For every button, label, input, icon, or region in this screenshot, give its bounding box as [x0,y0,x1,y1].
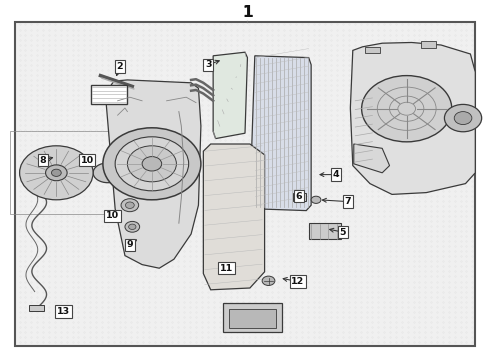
Text: 13: 13 [57,307,70,316]
Text: 6: 6 [295,192,302,201]
Polygon shape [203,144,265,290]
Circle shape [127,146,176,182]
Text: 1: 1 [242,5,253,20]
Circle shape [311,196,321,203]
Polygon shape [250,56,311,211]
Text: 1: 1 [242,5,253,20]
Circle shape [46,165,67,181]
Text: 9: 9 [126,240,133,249]
Bar [223,303,282,332]
Circle shape [51,169,61,176]
Text: 11: 11 [220,264,233,273]
Circle shape [115,137,189,191]
Circle shape [121,199,139,212]
Circle shape [362,76,452,142]
Circle shape [103,128,201,200]
Circle shape [454,112,472,125]
Circle shape [444,104,482,132]
Bar [91,85,127,104]
Circle shape [128,224,136,230]
Bar [293,193,306,201]
Text: 5: 5 [340,228,346,237]
Bar [365,47,380,53]
Circle shape [20,146,93,200]
Ellipse shape [93,163,122,183]
Circle shape [125,221,140,232]
Bar [29,305,44,311]
Polygon shape [213,52,247,139]
Circle shape [262,276,275,285]
Text: 2: 2 [117,62,123,71]
Bar [229,309,276,328]
Polygon shape [105,80,201,268]
Bar [309,223,341,239]
Text: 12: 12 [291,277,305,286]
Circle shape [142,157,162,171]
Bar [421,41,436,48]
Text: 8: 8 [40,156,47,165]
Text: 4: 4 [332,170,339,179]
Text: 7: 7 [344,197,351,206]
Text: 10: 10 [106,211,119,220]
Text: 3: 3 [205,60,212,69]
Text: 10: 10 [81,156,94,165]
Polygon shape [354,144,390,173]
Circle shape [125,202,134,208]
Polygon shape [350,42,475,194]
